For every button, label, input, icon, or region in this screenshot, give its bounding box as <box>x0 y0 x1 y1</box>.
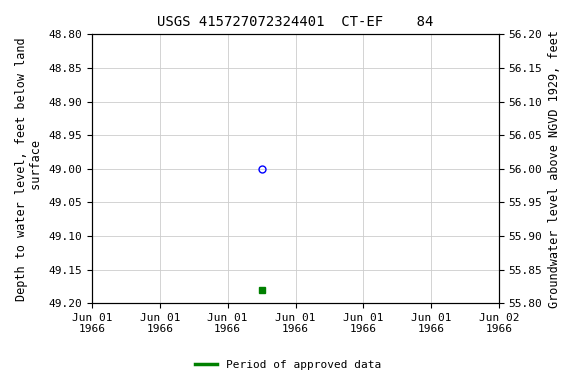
Legend: Period of approved data: Period of approved data <box>191 356 385 375</box>
Y-axis label: Groundwater level above NGVD 1929, feet: Groundwater level above NGVD 1929, feet <box>548 30 561 308</box>
Title: USGS 415727072324401  CT-EF    84: USGS 415727072324401 CT-EF 84 <box>157 15 434 29</box>
Y-axis label: Depth to water level, feet below land
 surface: Depth to water level, feet below land su… <box>15 37 43 301</box>
